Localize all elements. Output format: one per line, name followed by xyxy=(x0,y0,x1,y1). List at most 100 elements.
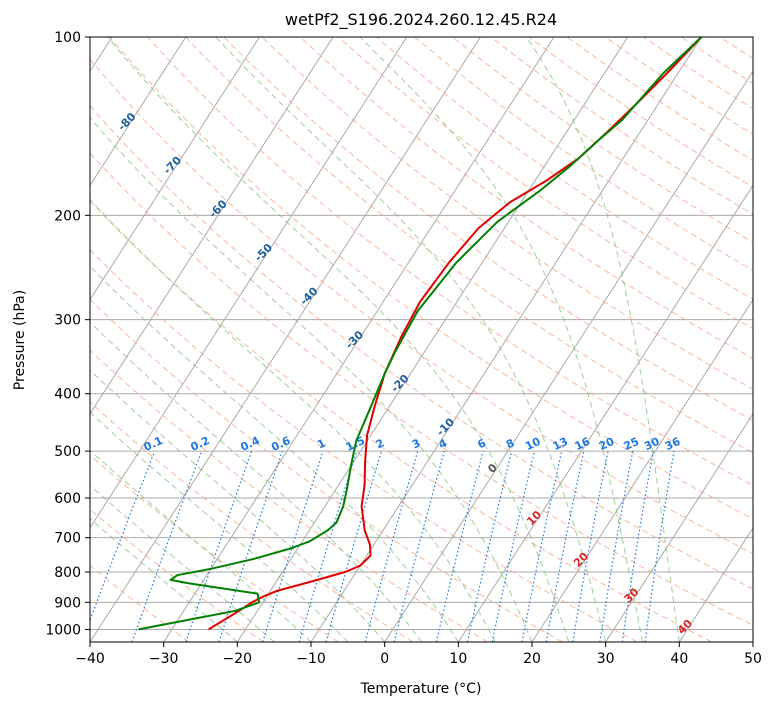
y-tick-label: 400 xyxy=(54,387,81,403)
mixing-ratio-line xyxy=(393,450,445,642)
y-axis: 100 200 300 400 500 600 700 800 900 1000 xyxy=(45,30,90,638)
plot-area: 0.1 0.2 0.4 0.6 1 1.5 2 3 4 6 8 10 13 16 20 25 30 36-100-… xyxy=(22,20,775,642)
mixing-ratio-line xyxy=(131,450,203,642)
moist-adiabats xyxy=(90,37,680,642)
dry-adiabat xyxy=(719,37,753,60)
isotherm-line xyxy=(90,37,260,301)
dry-adiabat xyxy=(566,37,753,162)
moist-adiabat xyxy=(90,321,422,642)
plot-frame xyxy=(89,36,754,643)
mixing-ratio-label: 3 xyxy=(410,436,422,451)
isotherm-label: -50 xyxy=(252,241,275,264)
temperature-profile xyxy=(208,37,703,631)
y-tick-label: 600 xyxy=(54,491,81,507)
isotherm-label: -60 xyxy=(206,197,229,220)
grid-layer xyxy=(90,37,753,642)
dry-adiabats xyxy=(90,37,775,642)
dry-adiabat xyxy=(90,200,712,642)
dry-adiabat xyxy=(90,454,339,642)
moist-adiabat xyxy=(90,198,496,642)
moist-adiabat xyxy=(359,37,643,642)
dry-adiabat xyxy=(376,37,753,300)
dry-adiabat xyxy=(758,37,775,642)
mixing-ratio-line xyxy=(466,450,513,642)
mixing-ratio-line xyxy=(621,450,654,642)
mixing-ratio-label: 20 xyxy=(597,435,617,453)
dewpoint-profile xyxy=(138,37,703,631)
isotherm-label: -10 xyxy=(434,415,457,438)
x-tick-label: −30 xyxy=(149,651,179,667)
isotherm-line xyxy=(384,70,753,642)
moist-adiabat xyxy=(107,37,570,642)
mixing-ratio-label: 6 xyxy=(475,436,488,451)
isotherm-label: -30 xyxy=(343,328,366,351)
dry-adiabat xyxy=(337,37,753,330)
mixing-ratio-label: 30 xyxy=(642,435,662,453)
mixing-ratio-line xyxy=(262,450,324,642)
mixing-ratio-line xyxy=(491,450,535,642)
moist-adiabat xyxy=(215,37,607,642)
x-tick-label: −10 xyxy=(296,651,326,667)
mixing-ratio-lines xyxy=(90,450,675,642)
isotherm-label: -100 xyxy=(22,20,51,49)
isotherm-line xyxy=(90,37,334,415)
mixing-ratio-line xyxy=(298,450,358,642)
x-axis-label: Temperature (°C) xyxy=(360,681,482,697)
isotherm-label: -80 xyxy=(115,110,138,133)
dry-adiabat xyxy=(604,37,753,135)
dry-adiabat xyxy=(90,349,488,642)
isotherm-label: -20 xyxy=(388,372,411,395)
dry-adiabat xyxy=(90,152,753,626)
dry-adiabat xyxy=(90,508,264,642)
chart-title: wetPf2_S196.2024.260.12.45.R24 xyxy=(285,10,557,30)
dry-adiabat xyxy=(299,37,753,360)
mixing-ratio-line xyxy=(435,450,484,642)
mixing-ratio-label: 1 xyxy=(315,436,327,451)
moist-adiabat xyxy=(525,37,680,642)
dry-adiabat xyxy=(109,37,753,520)
mixing-ratio-label: 10 xyxy=(523,435,543,453)
isotherm-line xyxy=(752,641,753,642)
y-tick-label: 800 xyxy=(54,565,81,581)
mixing-ratio-line xyxy=(644,450,675,642)
y-tick-label: 900 xyxy=(54,595,81,611)
mixing-ratio-label: 36 xyxy=(663,435,683,453)
dry-adiabat xyxy=(90,249,638,642)
y-tick-label: 100 xyxy=(54,30,81,46)
dry-adiabat xyxy=(90,401,414,642)
mixing-ratio-label: 25 xyxy=(622,435,641,453)
dry-adiabat xyxy=(261,37,753,390)
y-tick-label: 300 xyxy=(54,313,81,329)
x-tick-label: −20 xyxy=(223,651,253,667)
moist-adiabat xyxy=(90,411,349,642)
isotherm-line xyxy=(531,298,753,642)
isotherm-line xyxy=(605,412,753,642)
isotherm-line xyxy=(90,37,408,529)
x-tick-label: 30 xyxy=(597,651,615,667)
dry-adiabat xyxy=(490,37,753,215)
mixing-ratio-label: 13 xyxy=(551,435,570,453)
dry-adiabat xyxy=(90,298,563,642)
x-tick-label: 50 xyxy=(744,651,762,667)
isotherm-label: 0 xyxy=(485,461,500,476)
x-tick-label: 10 xyxy=(449,651,467,667)
y-tick-label: 200 xyxy=(54,208,81,224)
mixing-ratio-line xyxy=(90,450,156,622)
mixing-ratio-line xyxy=(545,450,585,642)
isotherm-line xyxy=(457,184,753,642)
dry-adiabat xyxy=(643,37,753,110)
dry-adiabat xyxy=(90,58,753,555)
isotherm-label: 10 xyxy=(524,508,544,528)
isotherm-line xyxy=(90,37,481,642)
isotherm-line xyxy=(90,37,187,187)
mixing-ratio-label: 16 xyxy=(573,435,593,453)
x-axis: −40 −30 −20 −10 0 10 20 30 40 50 xyxy=(75,642,762,667)
dry-adiabat xyxy=(681,37,753,84)
dry-adiabat xyxy=(414,37,753,271)
mixing-ratio-line xyxy=(325,450,383,642)
mixing-ratio-line xyxy=(364,450,419,642)
y-tick-label: 500 xyxy=(54,444,81,460)
moist-adiabat xyxy=(90,517,238,642)
y-tick-label: 700 xyxy=(54,531,81,547)
